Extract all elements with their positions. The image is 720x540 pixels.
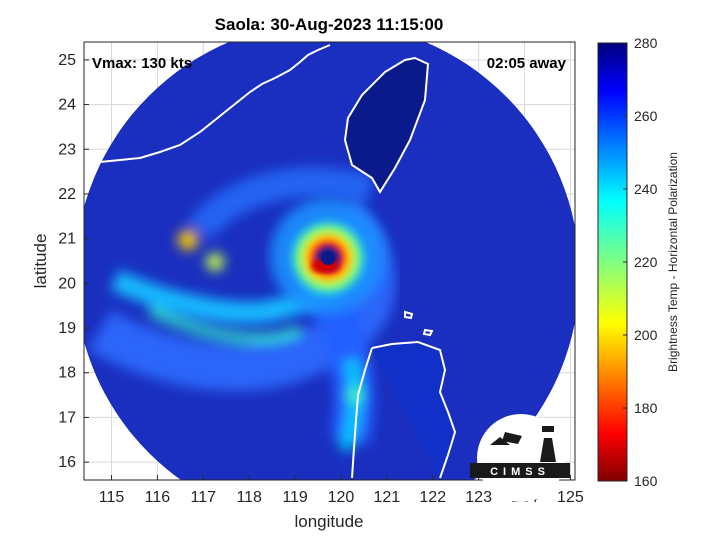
coastlines <box>84 44 542 479</box>
colorbar-label: Brightness Temp - Horizontal Polarizatio… <box>666 152 680 372</box>
logo-banner <box>470 463 570 478</box>
colorbar-tick-label: 220 <box>634 254 658 270</box>
x-tick-label: 118 <box>236 489 262 506</box>
southeast-band-bright <box>338 357 363 453</box>
x-tick-label: 116 <box>145 489 171 506</box>
babuyan-island <box>422 328 434 337</box>
colorbar-tick-label: 180 <box>634 400 658 416</box>
y-tick-label: 25 <box>58 52 76 69</box>
logo-tower-icon <box>540 426 556 462</box>
cloud-band-southwest <box>147 305 303 344</box>
x-tick-label: 123 <box>465 489 492 506</box>
plot-area: 115116117118119120121122123124125 161718… <box>58 41 584 506</box>
logo-disc <box>477 414 565 502</box>
colorbar-tick-label: 260 <box>634 108 658 124</box>
y-tick-label: 16 <box>58 454 76 471</box>
y-tick-label: 19 <box>58 320 76 337</box>
x-tick-label: 121 <box>374 489 401 506</box>
y-axis-ticks: 16 17 18 19 20 21 22 23 24 25 <box>58 52 89 471</box>
y-tick-label: 18 <box>58 365 76 382</box>
x-tick-label: 117 <box>191 489 217 506</box>
colorbar-tick-label: 160 <box>634 473 658 489</box>
china-coastline <box>84 44 331 171</box>
eyewall <box>270 198 386 314</box>
x-axis-label: longitude <box>294 512 363 531</box>
x-tick-label: 115 <box>99 489 125 506</box>
brightness-temp-swath <box>84 42 575 480</box>
logo-dish-icon <box>490 432 522 445</box>
y-tick-label: 23 <box>58 141 76 158</box>
luzon-west-coast <box>351 347 373 479</box>
western-cell <box>178 230 198 250</box>
western-cell-2 <box>206 253 224 271</box>
x-tick-label: 122 <box>419 489 446 506</box>
batanes-island <box>404 310 414 320</box>
x-axis-ticks: 115116117118119120121122123124125 <box>99 475 584 506</box>
time-away-annotation: 02:05 away <box>487 55 567 72</box>
taiwan-coastline <box>343 56 430 194</box>
northern-arc <box>188 167 375 240</box>
colorbar-tick-label: 240 <box>634 181 658 197</box>
colorbar-tick-label: 280 <box>634 35 658 51</box>
colorbar-ticks: 160 180 200 220 240 260 280 <box>623 35 658 489</box>
chart-title: Saola: 30-Aug-2023 11:15:00 <box>215 15 444 34</box>
y-tick-label: 21 <box>58 231 76 248</box>
vmax-annotation: Vmax: 130 kts <box>92 55 192 72</box>
x-tick-label: 120 <box>328 489 355 506</box>
y-tick-label: 20 <box>58 275 76 292</box>
y-tick-label: 22 <box>58 186 76 203</box>
colorbar <box>597 42 628 482</box>
y-axis-label: latitude <box>31 234 50 289</box>
y-tick-label: 17 <box>58 409 76 426</box>
axes-frame <box>83 41 576 481</box>
eye <box>321 251 335 265</box>
x-tick-label: 119 <box>282 489 308 506</box>
colorbar-tick-label: 200 <box>634 327 658 343</box>
cimss-logo: CIMSS <box>470 414 570 502</box>
y-tick-label: 24 <box>58 97 76 114</box>
x-tick-label: 125 <box>557 489 584 506</box>
logo-text: CIMSS <box>490 466 550 478</box>
luzon-coastline <box>371 340 457 479</box>
